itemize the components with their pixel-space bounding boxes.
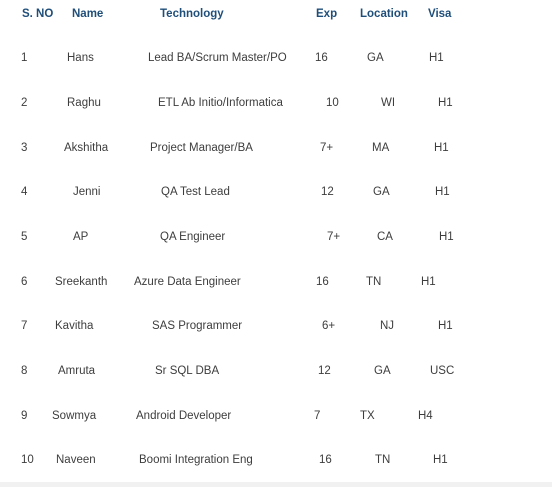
cell-name: AP <box>73 231 89 243</box>
cell-location: CA <box>377 231 393 243</box>
cell-exp: 12 <box>321 186 334 198</box>
cell-exp: 6+ <box>322 320 336 332</box>
cell-exp: 7+ <box>320 142 334 154</box>
cell-visa: USC <box>430 365 455 377</box>
cell-location: GA <box>374 365 391 377</box>
cell-sno: 10 <box>21 454 34 466</box>
cell-exp: 16 <box>316 276 329 288</box>
cell-visa: H1 <box>438 320 453 332</box>
cell-sno: 8 <box>21 365 28 377</box>
cell-sno: 4 <box>21 186 28 198</box>
cell-exp: 10 <box>326 97 339 109</box>
cell-sno: 5 <box>21 231 28 243</box>
cell-technology: Android Developer <box>136 410 232 422</box>
cell-name: Kavitha <box>55 320 94 332</box>
cell-visa: H4 <box>418 410 433 422</box>
cell-visa: H1 <box>433 454 448 466</box>
cell-visa: H1 <box>435 186 450 198</box>
cell-name: Akshitha <box>64 142 109 154</box>
cell-sno: 7 <box>21 320 28 332</box>
cell-location: TN <box>366 276 382 288</box>
cell-location: GA <box>367 52 384 64</box>
cell-technology: Boomi Integration Eng <box>139 454 253 466</box>
cell-visa: H1 <box>421 276 436 288</box>
cell-technology: Sr SQL DBA <box>155 365 220 377</box>
cell-location: TN <box>375 454 391 466</box>
cell-location: MA <box>372 142 390 154</box>
header-exp: Exp <box>316 8 338 20</box>
header-visa: Visa <box>428 8 452 20</box>
header-location: Location <box>360 8 408 20</box>
cell-visa: H1 <box>439 231 454 243</box>
cell-exp: 7+ <box>327 231 341 243</box>
header-technology: Technology <box>160 8 224 20</box>
cell-technology: QA Test Lead <box>161 186 230 198</box>
cell-name: Amruta <box>58 365 96 377</box>
header-name: Name <box>72 8 104 20</box>
header-sno: S. NO <box>22 8 54 20</box>
cell-location: WI <box>381 97 396 109</box>
cell-technology: QA Engineer <box>160 231 226 243</box>
bottom-divider <box>0 482 552 487</box>
cell-technology: Azure Data Engineer <box>134 276 241 288</box>
cell-name: Sreekanth <box>55 276 108 288</box>
cell-exp: 7 <box>314 410 321 422</box>
cell-sno: 2 <box>21 97 28 109</box>
cell-technology: SAS Programmer <box>152 320 243 332</box>
cell-location: GA <box>373 186 390 198</box>
cell-name: Raghu <box>67 97 101 109</box>
cell-sno: 9 <box>21 410 28 422</box>
cell-exp: 12 <box>318 365 331 377</box>
cell-visa: H1 <box>429 52 444 64</box>
cell-sno: 6 <box>21 276 28 288</box>
cell-name: Jenni <box>73 186 101 198</box>
cell-name: Hans <box>67 52 94 64</box>
cell-sno: 3 <box>21 142 28 154</box>
cell-technology: Project Manager/BA <box>150 142 253 154</box>
cell-technology: ETL Ab Initio/Informatica <box>158 97 283 109</box>
cell-visa: H1 <box>434 142 449 154</box>
cell-exp: 16 <box>319 454 332 466</box>
cell-name: Naveen <box>56 454 96 466</box>
cell-name: Sowmya <box>52 410 97 422</box>
cell-exp: 16 <box>315 52 328 64</box>
cell-visa: H1 <box>438 97 453 109</box>
cell-location: NJ <box>380 320 395 332</box>
cell-location: TX <box>360 410 375 422</box>
cell-technology: Lead BA/Scrum Master/PO <box>148 52 287 64</box>
cell-sno: 1 <box>21 52 28 64</box>
